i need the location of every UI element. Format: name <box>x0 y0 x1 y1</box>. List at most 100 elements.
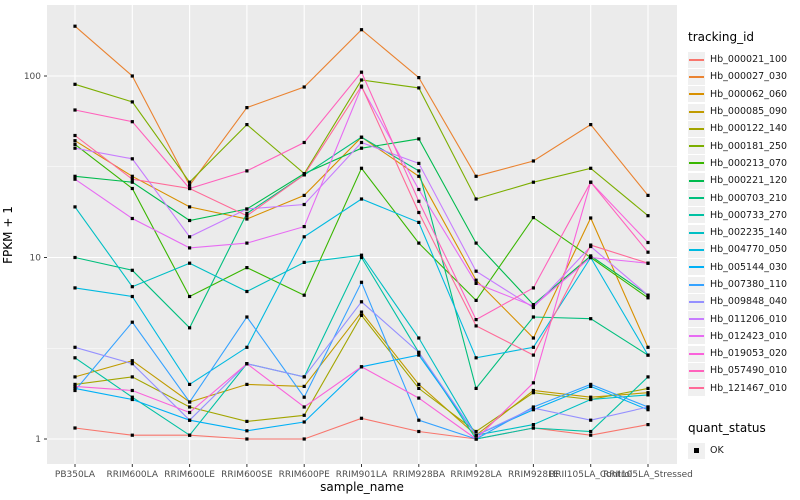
data-point <box>245 169 249 173</box>
legend-entry-Hb_000122_140: Hb_000122_140 <box>688 120 800 137</box>
data-point <box>302 437 306 441</box>
x-tick-label-RRIM928LA: RRIM928LA <box>450 470 502 480</box>
data-point <box>417 396 421 400</box>
color-line-icon <box>689 93 704 96</box>
data-point <box>130 285 134 289</box>
data-point <box>474 429 478 434</box>
legend-entry-Hb_000085_090: Hb_000085_090 <box>688 103 800 120</box>
x-tick-label-RRII105LA_Control: RRII105LA_Control <box>549 470 632 480</box>
data-point <box>474 281 478 285</box>
data-point <box>73 384 77 388</box>
legend-entry-Hb_012423_010: Hb_012423_010 <box>688 328 800 345</box>
data-point <box>474 324 478 328</box>
data-point <box>646 240 650 245</box>
legend-key-Hb_057490_010 <box>688 362 705 379</box>
legend-label-Hb_057490_010: Hb_057490_010 <box>710 365 788 377</box>
data-point <box>245 211 249 215</box>
legend-label-Hb_011206_010: Hb_011206_010 <box>710 313 788 325</box>
legend-entry-Hb_019053_020: Hb_019053_020 <box>688 345 800 362</box>
data-point <box>417 336 421 340</box>
data-point <box>245 289 249 294</box>
ok-key <box>688 442 705 459</box>
legend-entry-Hb_000213_070: Hb_000213_070 <box>688 155 800 172</box>
data-point <box>73 82 77 86</box>
data-point <box>417 187 421 192</box>
color-line-icon <box>689 352 704 355</box>
legend-label-Hb_007380_110: Hb_007380_110 <box>710 279 788 290</box>
data-point <box>417 241 421 245</box>
data-point <box>188 183 192 187</box>
data-point <box>474 386 478 390</box>
data-point <box>589 243 593 247</box>
legend-label-Hb_000085_090: Hb_000085_090 <box>710 106 788 118</box>
data-point <box>646 261 650 265</box>
data-point <box>359 253 364 257</box>
legend-entry-Hb_000062_060: Hb_000062_060 <box>688 86 800 103</box>
data-point <box>130 294 134 299</box>
color-line-icon <box>689 110 704 113</box>
legend-label-Hb_004770_050: Hb_004770_050 <box>710 244 788 256</box>
data-point <box>188 205 192 209</box>
legend-entry-Hb_007380_110: Hb_007380_110 <box>688 276 800 293</box>
legend-key-Hb_000181_250 <box>688 138 705 155</box>
data-point <box>589 395 593 399</box>
data-point <box>73 133 77 138</box>
data-point <box>359 197 364 201</box>
data-point <box>73 139 77 143</box>
data-point <box>359 166 364 170</box>
legend-key-Hb_009848_040 <box>688 293 705 310</box>
data-point <box>302 395 306 399</box>
data-point <box>302 420 306 424</box>
data-point <box>474 241 478 245</box>
data-point <box>417 386 421 390</box>
legend-key-Hb_000062_060 <box>688 86 705 103</box>
data-point <box>302 85 306 89</box>
data-point <box>359 135 364 139</box>
data-point <box>474 197 478 201</box>
data-point <box>359 70 364 74</box>
legend-label-Hb_000213_070: Hb_000213_070 <box>710 157 788 169</box>
data-point <box>646 405 650 409</box>
data-point <box>417 76 421 80</box>
data-point <box>245 429 249 433</box>
legend-entries: Hb_000021_100 Hb_000027_030 Hb_000062_060 H… <box>688 51 800 397</box>
data-point <box>359 140 364 145</box>
legend-quant-status-block: quant_status OK <box>688 421 800 459</box>
y-tick-label-10: 10 <box>30 254 42 264</box>
legend-key-Hb_002235_140 <box>688 224 705 241</box>
legend-label-Hb_009848_040: Hb_009848_040 <box>710 296 788 308</box>
data-point <box>130 268 134 272</box>
legend-label-Hb_000027_030: Hb_000027_030 <box>710 71 788 83</box>
data-point <box>359 310 364 314</box>
data-point <box>73 375 77 379</box>
legend-entry-Hb_000021_100: Hb_000021_100 <box>688 51 800 68</box>
y-tick-label-1: 1 <box>35 435 41 445</box>
legend-entry-Hb_002235_140: Hb_002235_140 <box>688 224 800 241</box>
legend-label-Hb_000221_120: Hb_000221_120 <box>710 175 788 187</box>
color-line-icon <box>689 75 704 78</box>
data-point <box>474 298 478 302</box>
data-point <box>188 186 192 191</box>
data-point <box>130 375 134 379</box>
legend-key-Hb_000021_100 <box>688 51 705 68</box>
color-line-icon <box>689 58 704 61</box>
legend-entry-Hb_011206_010: Hb_011206_010 <box>688 310 800 328</box>
legend-key-Hb_000122_140 <box>688 120 705 137</box>
data-point <box>73 345 77 349</box>
data-point <box>130 180 134 184</box>
data-point <box>474 318 478 322</box>
legend-label-Hb_019053_020: Hb_019053_020 <box>710 348 788 360</box>
color-line-icon <box>689 162 704 165</box>
data-point <box>359 255 364 260</box>
data-point <box>359 28 364 32</box>
x-tick-label-RRIM600SE: RRIM600SE <box>221 470 273 480</box>
data-point <box>245 214 249 218</box>
legend-entry-Hb_005144_030: Hb_005144_030 <box>688 259 800 276</box>
data-point <box>589 433 593 437</box>
data-point <box>589 384 593 388</box>
color-line-icon <box>689 387 704 390</box>
data-point <box>531 286 535 290</box>
legend-label-Hb_005144_030: Hb_005144_030 <box>710 261 788 273</box>
data-point <box>589 166 593 170</box>
